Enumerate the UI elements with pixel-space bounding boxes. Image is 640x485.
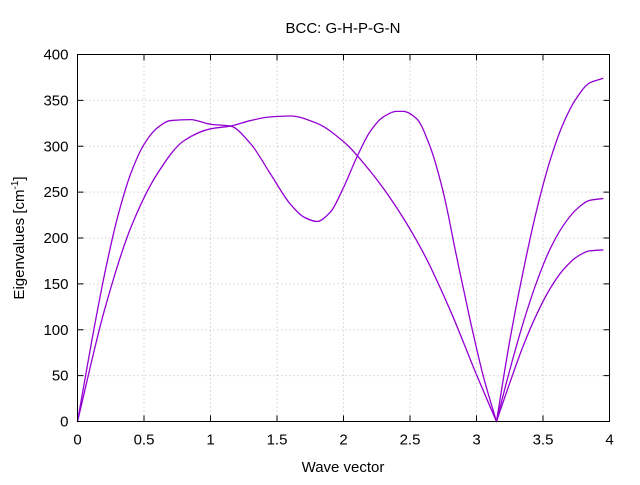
- y-axis-title-prefix: Eigenvalues [cm: [11, 190, 28, 300]
- y-tick-label: 100: [43, 322, 68, 339]
- y-tick-label: 300: [43, 138, 68, 155]
- x-tick-label: 3: [472, 432, 480, 449]
- y-axis-title-suffix: ]: [11, 176, 28, 180]
- grid-layer: [77, 54, 610, 422]
- label-layer: 0 0.5 1 1.5 2 2.5 3 3.5 4 0 50 100 150 200 250 300 350 40…: [43, 47, 613, 449]
- curve-layer: [76, 77, 604, 423]
- y-tick-label: 0: [60, 414, 68, 431]
- chart-title: BCC: G-H-P-G-N: [286, 20, 401, 37]
- x-tick-label: 1.5: [267, 432, 288, 449]
- dispersion-branch-4: [495, 197, 604, 423]
- x-tick-label: 3.5: [533, 432, 554, 449]
- tick-layer: [77, 54, 610, 422]
- dispersion-branch-1: [76, 115, 498, 423]
- y-tick-label: 350: [43, 92, 68, 109]
- x-tick-label: 1: [206, 432, 214, 449]
- y-tick-label: 150: [43, 276, 68, 293]
- dispersion-branch-2: [76, 110, 498, 423]
- x-tick-label: 2.5: [400, 432, 421, 449]
- y-axis-title: Eigenvalues [cm-1]: [10, 176, 28, 299]
- y-tick-label: 400: [43, 47, 68, 64]
- dispersion-branch-5: [495, 249, 604, 423]
- y-tick-label: 200: [43, 230, 68, 247]
- x-tick-label: 0: [73, 432, 81, 449]
- y-tick-label: 250: [43, 184, 68, 201]
- dispersion-branch-3: [495, 77, 604, 423]
- x-tick-label: 4: [605, 432, 613, 449]
- y-axis-title-superscript: -1: [10, 180, 21, 189]
- x-tick-label: 0.5: [134, 432, 155, 449]
- x-tick-label: 2: [339, 432, 347, 449]
- x-axis-title: Wave vector: [302, 459, 385, 476]
- y-tick-label: 50: [52, 368, 69, 385]
